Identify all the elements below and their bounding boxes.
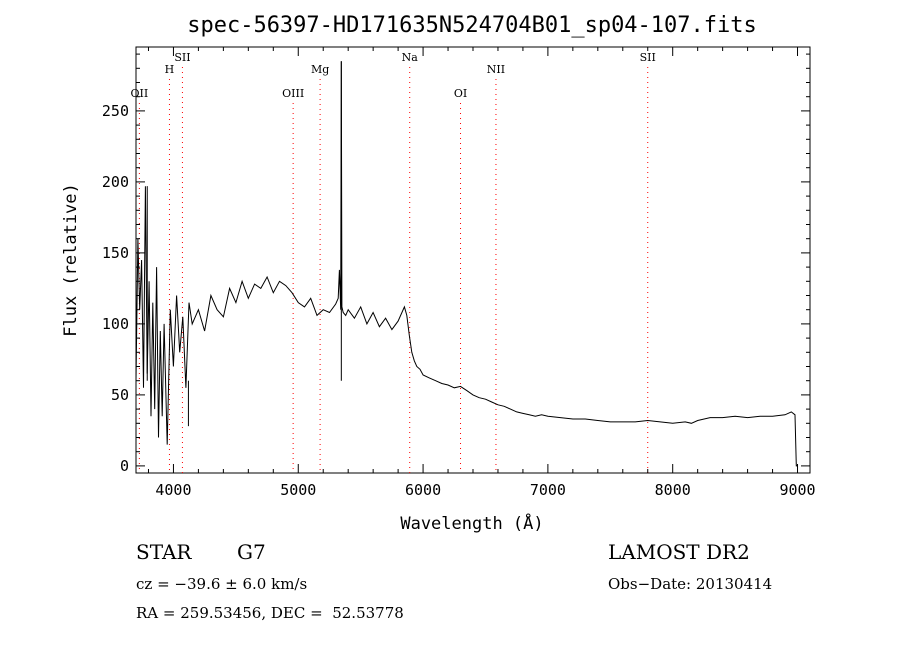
coordinates: RA = 259.53456, DEC = 52.53778	[136, 604, 404, 622]
x-tick-label: 5000	[280, 481, 316, 499]
line-marker-label: SII	[174, 51, 190, 64]
y-tick-label: 0	[120, 457, 129, 475]
axes: 4000 5000 6000 7000 8000 9000 0 50 100 150 200 250	[102, 47, 816, 499]
x-tick-label: 8000	[655, 481, 691, 499]
y-tick-label: 150	[102, 244, 129, 262]
spectrum-line	[135, 61, 798, 467]
y-tick-label: 200	[102, 173, 129, 191]
y-tick-label: 100	[102, 315, 129, 333]
survey-name: LAMOST DR2	[608, 540, 750, 564]
x-axis-label: Wavelength (Å)	[400, 512, 543, 534]
redshift-cz: cz = −39.6 ± 6.0 km/s	[136, 575, 308, 593]
y-tick-label: 250	[102, 102, 129, 120]
x-tick-label: 6000	[405, 481, 441, 499]
obs-date: Obs−Date: 20130414	[608, 575, 773, 593]
line-marker-label: OIII	[282, 87, 304, 100]
line-marker-label: SII	[640, 51, 656, 64]
spectrum-series	[135, 61, 798, 467]
line-marker-label: OII	[131, 87, 149, 100]
object-subclass: G7	[237, 540, 266, 564]
y-axis-label: Flux (relative)	[61, 183, 81, 337]
chart-title: spec-56397-HD171635N524704B01_sp04-107.f…	[187, 13, 757, 38]
line-marker-label: Mg	[311, 63, 329, 76]
object-class: STAR	[136, 540, 192, 564]
line-marker-label: Na	[402, 51, 419, 64]
y-tick-label: 50	[111, 386, 129, 404]
line-marker-label: H	[165, 63, 175, 76]
x-tick-label: 4000	[155, 481, 191, 499]
plot-frame	[135, 46, 811, 474]
x-tick-label: 9000	[779, 481, 815, 499]
line-marker-label: NII	[487, 63, 505, 76]
line-marker-label: OI	[454, 87, 467, 100]
x-tick-label: 7000	[530, 481, 566, 499]
